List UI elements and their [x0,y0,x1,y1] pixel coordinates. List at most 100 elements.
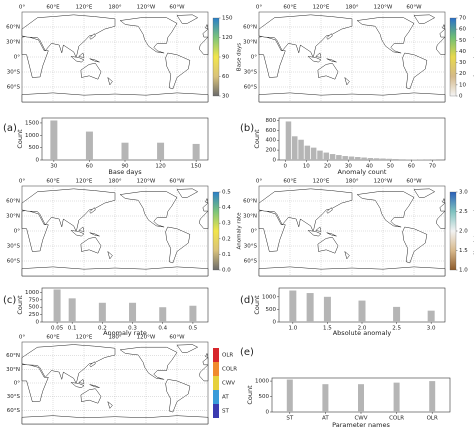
x-tick-label: 0.3 [128,326,137,332]
lon-label: 180° [108,335,121,341]
colorbar-swatch [213,390,219,404]
colorbar-tick-label: COLR [222,367,237,373]
bar-panel: 0 500 1000 (d) Absolute anomaly Count 1.0 1.5 2.… [240,287,446,337]
y-axis-label: Count [246,385,254,405]
lat-label: 60°S [7,85,21,91]
y-tick-label: 400 [266,138,277,144]
y-tick-label: 800 [266,118,277,124]
lon-label: 0° [19,5,25,11]
bar [393,306,401,322]
colorbar-tick-label: 0.1 [222,252,231,258]
coastline [166,379,190,412]
x-tick-label: CWV [354,416,367,422]
land [22,189,208,276]
y-tick-label: 600 [266,128,277,134]
y-tick-label: 500 [29,305,40,311]
y-tick-label: 200 [266,148,277,154]
lon-label: 0° [19,179,25,185]
x-tick-label: 70 [429,164,436,170]
bar [53,289,61,322]
bar [286,379,293,412]
lat-label: 30°S [7,244,21,250]
lon-label: 120°E [76,179,93,185]
x-tick-label: 120 [155,164,166,170]
map-panel: 0° 60°E 120°E 180° 120°W 60°W 60°N 30°N 0° 30°S 60… [243,5,474,103]
y-tick-label: 0 [36,158,40,164]
histogram-bar [329,154,336,160]
x-tick-label: 30 [345,164,352,170]
coastline [436,37,445,55]
lon-label: 120°E [76,335,93,341]
coastline [403,53,427,89]
lon-label: 0° [256,5,262,11]
panel-label: (a) [3,123,17,134]
lat-label: 0° [14,229,20,235]
x-axis-label: Anomaly rate [103,329,147,337]
x-tick-label: 60 [408,164,415,170]
coastline [414,189,435,198]
axes-frame [41,287,209,323]
x-tick-label: 20 [324,164,331,170]
colorbar-tick-label: 0.3 [222,221,231,227]
histogram-bar [323,152,330,160]
colorbar-tick-label: 1.0 [459,268,468,274]
coastline [22,189,115,232]
colorbar-tick-label: ST [222,409,229,415]
map-panel: 0° 60°E 120°E 180° 120°W 60°W 60°N 30°N 0° 30°S 60… [243,179,474,277]
x-tick-label: 40 [366,164,373,170]
histogram-bar [355,157,361,160]
coastline [318,237,338,253]
lon-label: 180° [108,5,121,11]
bar [393,382,400,412]
coastline [108,78,113,85]
lat-label: 60°N [243,25,257,31]
y-axis-label: Count [253,295,261,315]
coastline [120,18,177,53]
y-tick-label: 1000 [262,294,276,300]
lon-label: 0° [256,179,262,185]
colorbar-tick-label: 0.5 [222,190,231,196]
colorbar-tick-label: 20 [459,71,466,77]
y-tick-label: 1000 [25,290,39,296]
coastline [166,53,190,89]
x-tick-label: 0 [284,164,288,170]
coastline [81,389,101,404]
histogram-bar [304,145,311,160]
x-axis-label: Anomaly count [338,168,387,176]
colorbar-swatch [213,362,219,376]
coastline [71,379,99,387]
lon-label: 0° [19,335,25,341]
colorbar-tick-label: 90 [222,55,229,61]
colorbar [449,191,457,271]
y-axis-label: Count [16,295,24,315]
y-tick-label: 1000 [25,133,39,139]
lat-label: 60°N [6,25,20,31]
coastline [120,347,177,379]
coastline [22,210,48,251]
lat-label: 60°S [7,259,21,265]
lon-label: 60°W [406,179,422,185]
bar [159,307,167,322]
colorbar-swatch [213,348,219,362]
land [259,189,445,276]
lat-label: 30°N [6,40,20,46]
coastline [357,18,414,53]
lat-label: 30°S [7,394,21,400]
coastline [345,78,350,85]
coastline [203,358,208,365]
map-panel: 0° 60°E 120°E 180° 120°W 60°W 60°N 30°N 0° 30°S 60… [6,335,237,425]
y-tick-label: 1500 [25,120,39,126]
x-tick-label: AT [322,416,329,422]
histogram-bar [317,150,323,160]
histogram-bar [342,156,348,160]
coastline [71,53,99,62]
bar [289,290,297,322]
bar [157,142,165,160]
lon-label: 60°W [406,5,422,11]
x-axis-label: Parameter names [332,421,390,429]
coastline [308,227,336,236]
x-tick-label: 50 [387,164,394,170]
lat-label: 0° [251,55,257,61]
